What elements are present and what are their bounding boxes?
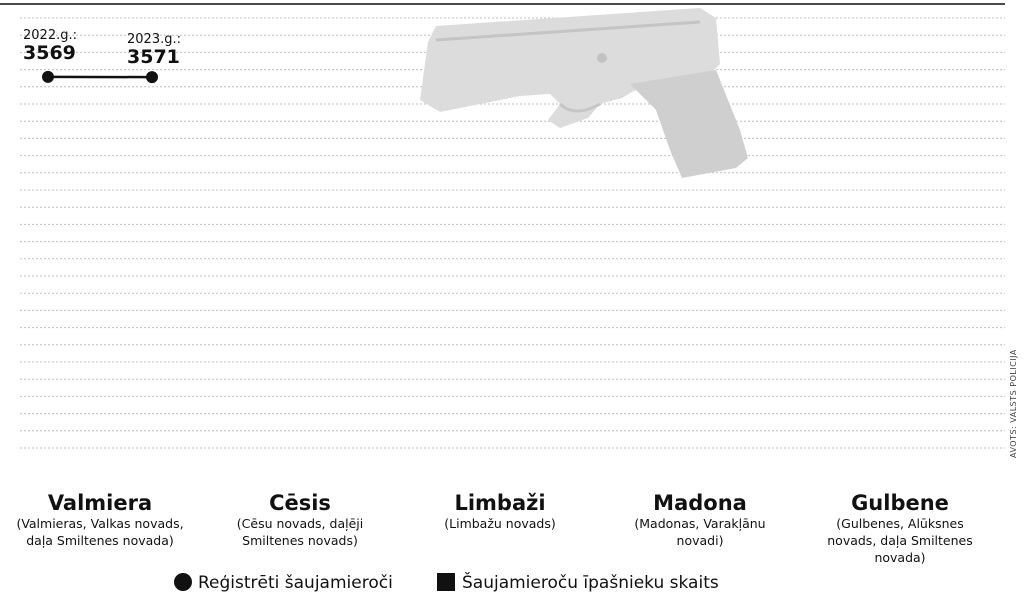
- region-subtitle: (Valmieras, Valkas novads,: [16, 516, 183, 531]
- region-subtitle: novada): [874, 550, 925, 565]
- region-name: Gulbene: [851, 491, 949, 515]
- legend-circle-icon: [174, 573, 192, 591]
- group-labels: Valmiera(Valmieras, Valkas novads, daļa S…: [16, 491, 972, 565]
- period-label: 2023.g.:: [127, 32, 181, 47]
- region-0: 2022.g.:35692023.g.:35712022.g.:14992023…: [23, 28, 181, 84]
- source-note: AVOTS: VALSTS POLICIJA: [1009, 349, 1018, 458]
- region-subtitle: (Gulbenes, Alūksnes: [836, 516, 963, 531]
- firearms-value-label: 3569: [23, 42, 76, 64]
- region-subtitle: novadi): [677, 533, 724, 548]
- firearms-point: [146, 71, 158, 84]
- legend-label-owners: Šaujamieroču īpašnieku skaits: [462, 571, 719, 593]
- region-subtitle: (Cēsu novads, daļēji: [237, 516, 363, 531]
- legend-square-icon: [437, 573, 455, 591]
- region-subtitle: daļa Smiltenes novada): [26, 533, 174, 548]
- firearms-point: [42, 70, 54, 83]
- region-subtitle: (Madonas, Varakļānu: [634, 516, 765, 531]
- gridlines: [20, 17, 1005, 449]
- region-name: Cēsis: [269, 491, 331, 515]
- legend: Reģistrēti šaujamieroči Šaujamieroču īpaš…: [174, 571, 719, 593]
- region-subtitle: novads, daļa Smiltenes: [827, 533, 973, 548]
- chart-marks: 2022.g.:35692023.g.:35712022.g.:14992023…: [23, 28, 181, 84]
- period-label: 2022.g.:: [23, 28, 77, 43]
- region-subtitle: Smiltenes novads): [242, 533, 358, 548]
- firearms-value-label: 3571: [127, 46, 180, 68]
- region-subtitle: (Limbažu novads): [444, 516, 556, 531]
- region-name: Madona: [653, 491, 747, 515]
- region-name: Valmiera: [48, 491, 152, 515]
- region-name: Limbaži: [454, 491, 545, 515]
- pistol-illustration: [420, 8, 748, 178]
- legend-label-firearms: Reģistrēti šaujamieroči: [198, 573, 393, 593]
